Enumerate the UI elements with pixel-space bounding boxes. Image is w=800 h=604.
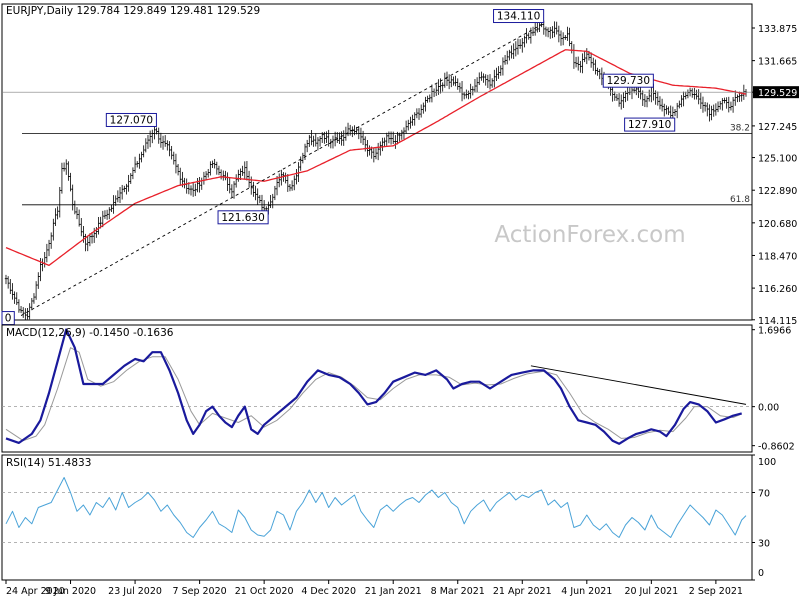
x-axis-label: 7 Sep 2020	[173, 586, 227, 597]
macd-line	[5, 328, 742, 445]
x-axis-label: 9 Jun 2020	[45, 586, 96, 597]
x-axis-label: 4 Jun 2021	[561, 586, 612, 597]
price-axis-label: 125.100	[758, 154, 797, 165]
price-annotation: 129.730	[602, 73, 654, 88]
x-axis-label: 21 Jan 2021	[365, 586, 422, 597]
price-annotation-label: 134.110	[497, 11, 540, 23]
x-axis-label: 21 Apr 2021	[493, 586, 552, 597]
x-axis-label: 2 Sep 2021	[689, 586, 743, 597]
price-axis-label: 116.260	[758, 284, 797, 295]
fibonacci-level-label: 61.8	[730, 195, 750, 205]
rsi-axis-label: 100	[758, 457, 776, 468]
rsi-axis-label: 0	[758, 568, 764, 579]
price-annotation-label: 121.630	[221, 212, 264, 224]
macd-title: MACD(12,26,9) -0.1450 -0.1636	[6, 327, 174, 339]
rsi-line	[5, 477, 747, 538]
price-axis-label: 114.115	[758, 316, 797, 327]
price-annotation: 121.630	[217, 210, 269, 225]
price-axis-label: 118.470	[758, 251, 797, 262]
price-axis-label: 131.665	[758, 57, 797, 68]
price-annotation-label: 127.910	[628, 119, 671, 131]
panel-frame	[1, 324, 753, 453]
macd-axis-label: 0.00	[758, 403, 779, 414]
trend-line	[20, 24, 542, 316]
x-axis-label: 8 Mar 2021	[431, 586, 485, 597]
price-annotation: 0	[1, 311, 15, 326]
price-annotation-label: 127.070	[110, 114, 153, 126]
rsi-axis-label: 70	[758, 489, 770, 500]
price-axis-label: 133.875	[758, 24, 797, 35]
price-axis-label: 127.245	[758, 122, 797, 133]
x-axis-label: 23 Jul 2020	[108, 586, 162, 597]
macd-axis-label: -0.8602	[758, 442, 795, 453]
price-annotation: 127.070	[105, 112, 157, 127]
x-axis-label: 4 Dec 2020	[301, 586, 356, 597]
macd-trend-line	[530, 365, 747, 405]
x-axis-label: 24 Apr 2020	[6, 586, 65, 597]
fibonacci-level-label: 38.2	[730, 124, 750, 134]
price-annotation: 134.110	[493, 9, 545, 24]
price-annotation-box	[105, 112, 157, 127]
last-price-badge	[753, 86, 799, 99]
price-annotation-box	[602, 73, 654, 88]
price-annotation-box	[493, 9, 545, 24]
price-annotation-label: 129.730	[607, 75, 650, 87]
price-panel: 38.2 61.8 134.110 127.070 121.630 129.730 127.…	[1, 3, 799, 327]
rsi-panel: 100 70 30 0	[1, 454, 776, 581]
x-axis-label: 21 Oct 2020	[235, 586, 294, 597]
price-axis-label: 122.890	[758, 186, 797, 197]
macd-panel: 1.6966 0.00 -0.8602	[1, 324, 795, 453]
price-axis-label: 120.680	[758, 219, 797, 230]
panel-frame	[1, 3, 753, 321]
macd-axis-label: 1.6966	[758, 326, 791, 337]
price-annotation-box	[624, 117, 676, 132]
panel-frame	[1, 454, 753, 581]
moving-average-line	[5, 49, 747, 267]
rsi-title: RSI(14) 51.4833	[6, 457, 91, 469]
price-title: EURJPY,Daily 129.784 129.849 129.481 129…	[6, 5, 260, 17]
price-annotation-label: 0	[5, 313, 12, 325]
x-axis-label: 20 Jul 2021	[624, 586, 678, 597]
rsi-axis-label: 30	[758, 539, 770, 550]
last-price-label: 129.529	[758, 88, 797, 99]
price-annotation-box	[217, 210, 269, 225]
ohlc-bars	[4, 19, 748, 320]
macd-signal-line	[5, 347, 742, 442]
watermark: ActionForex.com	[494, 222, 685, 248]
price-annotation: 127.910	[624, 117, 676, 132]
